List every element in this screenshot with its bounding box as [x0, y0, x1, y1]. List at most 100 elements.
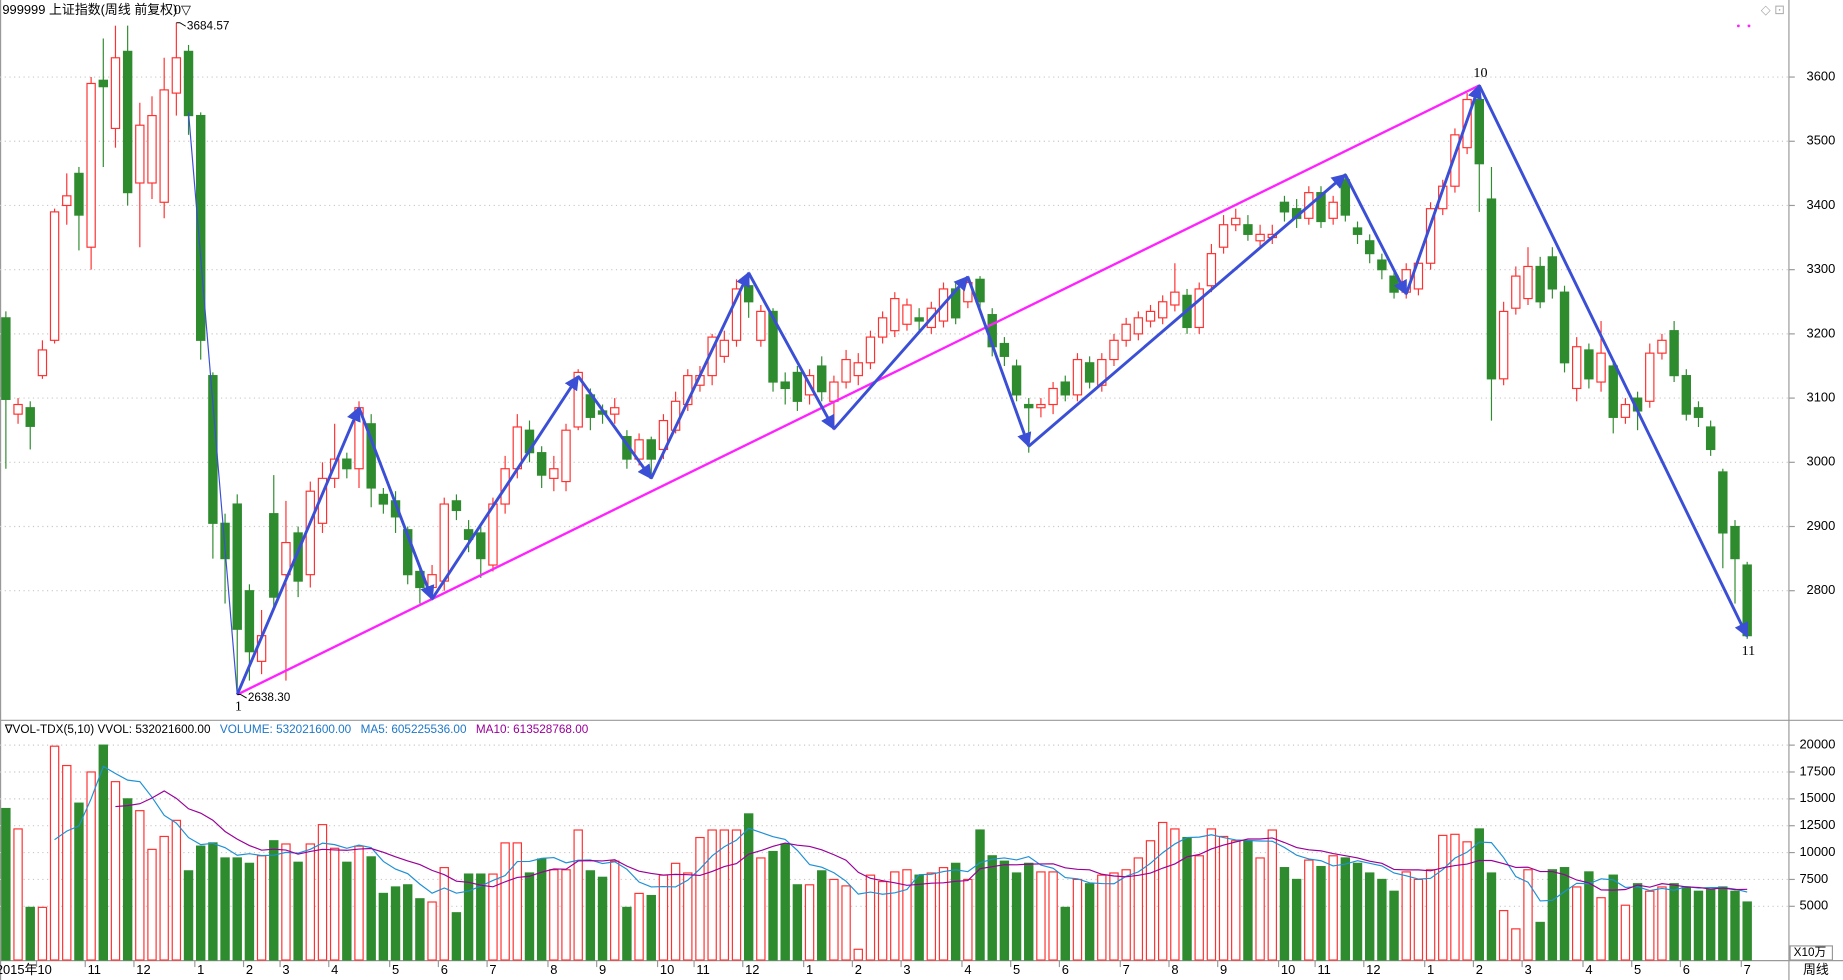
volume-bar	[768, 850, 778, 961]
volume-bar	[1340, 857, 1351, 961]
volume-bar	[1036, 871, 1046, 961]
volume-bar	[1243, 840, 1253, 961]
volume-bar	[1121, 869, 1131, 961]
x-tick-label: 2	[246, 962, 253, 977]
volume-bar	[305, 843, 316, 961]
candle-body	[817, 365, 827, 393]
chart-title: 999999 上证指数(周线 前复权) ▽	[2, 2, 191, 17]
volume-header: MA10: 613528768.00	[476, 723, 589, 736]
volume-bar	[1, 807, 11, 961]
volume-bar	[1109, 872, 1119, 961]
wave-label: 10	[1473, 65, 1487, 81]
volume-bar	[573, 829, 583, 961]
candle-body	[1474, 98, 1484, 165]
volume-bar	[683, 872, 693, 961]
x-tick-label: 10	[1281, 962, 1295, 977]
volume-bar	[25, 906, 35, 961]
candle-body	[1730, 525, 1740, 560]
volume-bar	[780, 843, 790, 961]
volume-bar	[756, 857, 766, 961]
x-tick-label: 4	[1585, 962, 1592, 977]
volume-bar	[1742, 901, 1752, 961]
volume-bar	[1145, 840, 1156, 961]
x-tick-label: 4	[331, 962, 338, 977]
volume-bar	[829, 878, 839, 961]
candle-body	[1048, 387, 1058, 406]
x-tick-label: 1	[197, 962, 204, 977]
volume-bar	[792, 884, 803, 961]
volume-bar	[634, 892, 644, 961]
volume-bar	[147, 848, 157, 961]
volume-bar	[1632, 883, 1643, 961]
y-tick-label: 3400	[1807, 197, 1836, 212]
volume-bar	[999, 860, 1010, 961]
volume-bar	[354, 845, 364, 961]
volume-bar	[269, 840, 279, 961]
candle-body	[1352, 227, 1363, 235]
wave-line	[1027, 173, 1347, 448]
volume-bar	[1425, 869, 1436, 961]
extreme-label: 3684.57	[187, 19, 229, 32]
volume-bar	[451, 912, 462, 961]
volume-bar	[658, 874, 669, 961]
candle-body	[1036, 403, 1046, 409]
volume-bar	[1157, 821, 1168, 961]
volume-bar	[427, 901, 437, 961]
x-tick-label: 5	[1013, 962, 1020, 977]
volume-bar	[622, 906, 632, 961]
volume-bar	[975, 829, 985, 961]
y-tick-label: 12500	[1800, 817, 1836, 832]
volume-bar	[366, 856, 376, 961]
x-tick-label: 7	[1744, 962, 1751, 977]
volume-bar	[597, 876, 608, 961]
wave-line	[966, 276, 1032, 448]
volume-bar	[1231, 840, 1241, 961]
volume-bar	[98, 744, 108, 961]
volume-bar	[1291, 878, 1302, 961]
volume-bar	[439, 867, 449, 961]
volume-bar	[1559, 867, 1570, 961]
volume-bar	[1608, 874, 1618, 961]
volume-bar	[585, 870, 596, 961]
volume-bar	[1498, 910, 1509, 961]
x-tick-label: 5	[1634, 962, 1641, 977]
x-tick-label: 6	[1683, 962, 1690, 977]
indicator-dot	[1736, 24, 1740, 28]
volume-bar	[463, 873, 474, 961]
volume-bar	[1511, 928, 1521, 961]
x-tick-label: 3	[1524, 962, 1531, 977]
y-tick-label: 2800	[1807, 582, 1836, 597]
window-icons[interactable]: ◇ ⊡	[1761, 2, 1785, 17]
candle-body	[890, 297, 900, 332]
volume-bar	[731, 829, 742, 961]
x-tick-label: 12	[136, 962, 150, 977]
volume-bar	[220, 857, 230, 961]
volume-bar	[1401, 871, 1411, 961]
candle-body	[549, 468, 559, 479]
candle-body	[731, 288, 742, 341]
volume-bar	[1389, 890, 1399, 961]
y-tick-label: 7500	[1800, 871, 1829, 886]
candle-body	[1121, 323, 1131, 341]
candle-body	[122, 50, 133, 194]
volume-bar	[1596, 897, 1606, 961]
volume-bar	[329, 847, 340, 961]
x-tick-label: 11	[696, 962, 709, 977]
candle-body	[1681, 375, 1691, 415]
candle-body	[1316, 192, 1326, 223]
volume-bar	[610, 860, 620, 961]
volume-bar	[1450, 833, 1460, 961]
candle-body	[865, 336, 876, 364]
candle-body	[1364, 240, 1375, 255]
wave-line	[1344, 173, 1408, 296]
candle-body	[536, 452, 547, 476]
volume-bar	[987, 855, 997, 961]
volume-bar	[110, 781, 121, 961]
volume-bar	[743, 813, 754, 961]
candle-body	[1340, 179, 1351, 216]
wave-line	[430, 375, 580, 600]
wave-line	[357, 407, 435, 601]
volume-bar	[256, 855, 267, 961]
volume-bar	[1474, 828, 1484, 961]
candle-body	[1584, 349, 1594, 380]
